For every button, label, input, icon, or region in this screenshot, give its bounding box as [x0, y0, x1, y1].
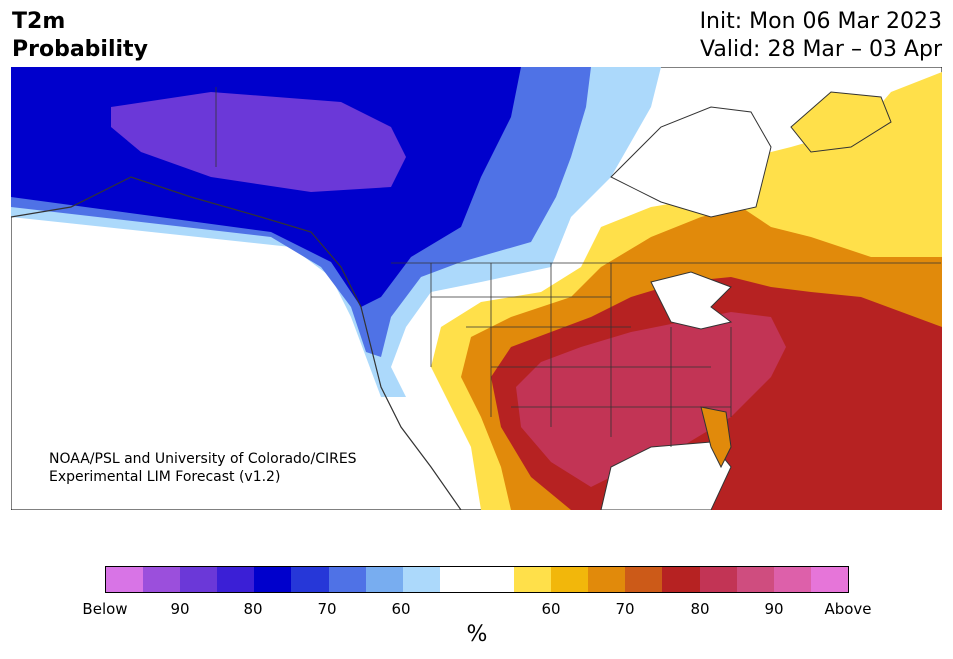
- forecast-dates: Init: Mon 06 Mar 2023 Valid: 28 Mar – 03…: [700, 8, 942, 64]
- credit-line-1: NOAA/PSL and University of Colorado/CIRE…: [49, 451, 357, 467]
- florida: [700, 406, 732, 469]
- political-borders: [215, 87, 941, 447]
- probability-map: [11, 67, 942, 510]
- credit-line-2: Experimental LIM Forecast (v1.2): [49, 469, 281, 485]
- colorbar-swatch: [365, 567, 403, 592]
- colorbar-tick-label: Above: [824, 600, 872, 618]
- colorbar-swatch: [217, 567, 255, 592]
- hudson-bay: [610, 106, 772, 218]
- colorbar-swatch: [254, 567, 292, 592]
- colorbar: [105, 566, 849, 593]
- colorbar-swatch: [662, 567, 700, 592]
- region-above-90: [516, 312, 786, 487]
- valid-date: Valid: 28 Mar – 03 Apr: [700, 37, 942, 62]
- colorbar-tick-label: 60: [391, 600, 411, 618]
- init-date: Init: Mon 06 Mar 2023: [699, 9, 942, 34]
- colorbar-swatch: [328, 567, 366, 592]
- colorbar-tick-label: Below: [82, 600, 128, 618]
- colorbar-unit: %: [466, 622, 488, 647]
- colorbar-tick-label: 90: [170, 600, 190, 618]
- west-coastline: [11, 176, 462, 510]
- colorbar-swatch: [625, 567, 663, 592]
- colorbar-swatch: [588, 567, 626, 592]
- colorbar-swatch: [143, 567, 181, 592]
- colorbar-swatch: [439, 567, 477, 592]
- region-below-90: [111, 92, 406, 192]
- colorbar-swatch: [476, 567, 515, 592]
- map-title: T2m Probability: [12, 8, 148, 64]
- colorbar-tick-label: 90: [764, 600, 784, 618]
- colorbar-swatch: [773, 567, 811, 592]
- great-lakes: [650, 271, 733, 330]
- colorbar-tick-label: 80: [690, 600, 710, 618]
- colorbar-swatch: [551, 567, 589, 592]
- colorbar-swatch: [514, 567, 552, 592]
- title-line-1: T2m: [12, 9, 66, 34]
- colorbar-swatch: [180, 567, 218, 592]
- colorbar-swatch: [106, 567, 144, 592]
- colorbar-tick-label: 60: [541, 600, 561, 618]
- colorbar-swatch: [736, 567, 774, 592]
- greenland: [790, 91, 892, 153]
- title-line-2: Probability: [12, 37, 148, 62]
- colorbar-swatch: [402, 567, 440, 592]
- colorbar-swatch: [291, 567, 329, 592]
- colorbar-tick-label: 80: [243, 600, 263, 618]
- colorbar-tick-label: 70: [615, 600, 635, 618]
- colorbar-swatch: [810, 567, 848, 592]
- colorbar-tick-label: 70: [317, 600, 337, 618]
- colorbar-swatch: [699, 567, 737, 592]
- credit-text: NOAA/PSL and University of Colorado/CIRE…: [49, 450, 357, 486]
